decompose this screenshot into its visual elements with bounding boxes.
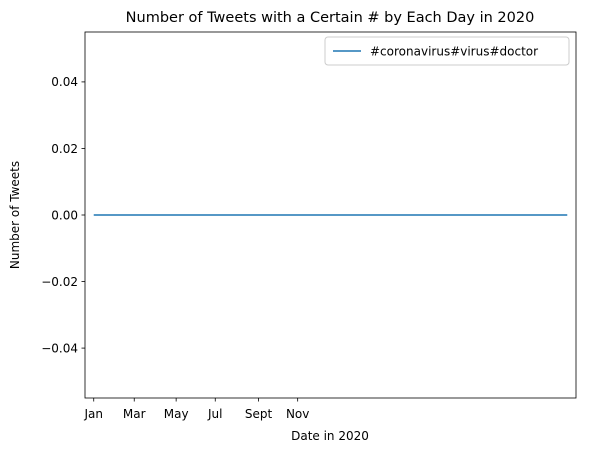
x-tick-label-2: May: [164, 407, 189, 421]
x-axis-label: Date in 2020: [291, 429, 369, 443]
x-tick-label-1: Mar: [123, 407, 146, 421]
x-tick-label-3: Jul: [207, 407, 222, 421]
y-tick-label-2: 0.00: [51, 208, 78, 222]
x-tick-label-0: Jan: [83, 407, 103, 421]
y-tick-label-0: −0.04: [41, 341, 78, 355]
x-tick-label-4: Sept: [245, 407, 273, 421]
y-axis-label: Number of Tweets: [8, 161, 22, 269]
chart-title: Number of Tweets with a Certain # by Eac…: [126, 10, 535, 26]
y-tick-label-1: −0.02: [41, 275, 78, 289]
y-tick-label-4: 0.04: [51, 75, 78, 89]
plot-area: −0.04 −0.02 0.00 0.02 0.04 Jan Mar May Jul Sept No…: [41, 31, 577, 421]
legend: #coronavirus#virus#doctor: [324, 36, 570, 66]
x-tick-label-5: Nov: [286, 407, 309, 421]
legend-label-0: #coronavirus#virus#doctor: [370, 44, 538, 58]
y-tick-label-3: 0.02: [51, 142, 78, 156]
legend-box: [324, 36, 570, 66]
